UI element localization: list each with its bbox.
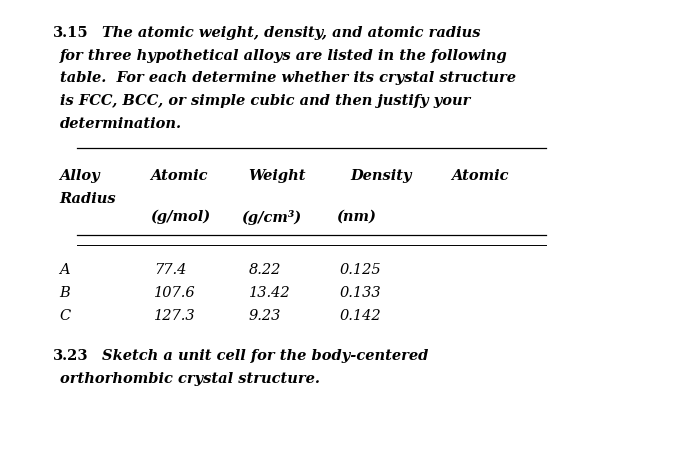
Text: 0.133: 0.133 [340, 286, 381, 300]
Text: 13.42: 13.42 [248, 286, 290, 300]
Text: determination.: determination. [60, 117, 181, 131]
Text: 8.22: 8.22 [248, 263, 281, 278]
Text: orthorhombic crystal structure.: orthorhombic crystal structure. [60, 372, 319, 386]
Text: table.  For each determine whether its crystal structure: table. For each determine whether its cr… [60, 71, 515, 86]
Text: 3.23: 3.23 [52, 349, 88, 363]
Text: (nm): (nm) [336, 210, 376, 224]
Text: 107.6: 107.6 [154, 286, 195, 300]
Text: 9.23: 9.23 [248, 309, 281, 323]
Text: B: B [60, 286, 70, 300]
Text: Sketch a unit cell for the body-centered: Sketch a unit cell for the body-centered [102, 349, 428, 363]
Text: Weight: Weight [248, 169, 306, 184]
Text: C: C [60, 309, 71, 323]
Text: Atomic: Atomic [452, 169, 509, 184]
Text: The atomic weight, density, and atomic radius: The atomic weight, density, and atomic r… [102, 26, 480, 40]
Text: (g/mol): (g/mol) [150, 210, 211, 224]
Text: Atomic: Atomic [150, 169, 208, 184]
Text: Alloy: Alloy [60, 169, 100, 184]
Text: (g/cm³): (g/cm³) [241, 210, 302, 225]
Text: for three hypothetical alloys are listed in the following: for three hypothetical alloys are listed… [60, 49, 508, 63]
Text: 0.142: 0.142 [340, 309, 381, 323]
Text: Radius: Radius [60, 192, 116, 206]
Text: 0.125: 0.125 [340, 263, 381, 278]
Text: Density: Density [350, 169, 412, 184]
Text: 127.3: 127.3 [154, 309, 195, 323]
Text: is FCC, BCC, or simple cubic and then justify your: is FCC, BCC, or simple cubic and then ju… [60, 94, 470, 108]
Text: 77.4: 77.4 [154, 263, 186, 278]
Text: 3.15: 3.15 [52, 26, 88, 40]
Text: A: A [60, 263, 70, 278]
